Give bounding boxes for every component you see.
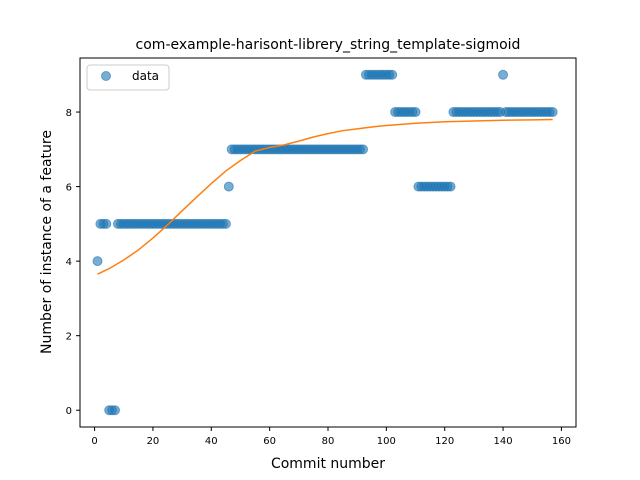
data-point	[93, 257, 102, 266]
legend: data	[87, 65, 169, 90]
data-point	[446, 182, 455, 191]
data-point	[411, 108, 420, 117]
data-point	[224, 182, 233, 191]
y-tick-label: 4	[66, 257, 72, 268]
data-point	[388, 70, 397, 79]
legend-marker-data	[102, 72, 111, 81]
y-axis: 0 2 4 6 8	[66, 108, 80, 417]
data-point	[102, 219, 111, 228]
x-tick-label: 20	[147, 436, 160, 447]
data-point	[499, 70, 508, 79]
x-tick-label: 0	[91, 436, 97, 447]
sigmoid-fit-line	[98, 120, 553, 275]
y-tick-label: 6	[66, 183, 72, 194]
data-point	[221, 219, 230, 228]
y-tick-label: 0	[66, 406, 72, 417]
data-point	[111, 406, 120, 415]
legend-label-data: data	[132, 69, 159, 83]
x-axis: 0 20 40 60 80 100 120 140 160	[91, 427, 571, 447]
x-tick-label: 60	[263, 436, 276, 447]
x-tick-label: 40	[205, 436, 218, 447]
x-axis-label: Commit number	[271, 456, 385, 472]
data-point	[548, 108, 557, 117]
x-tick-label: 80	[322, 436, 335, 447]
chart-title: com-example-harisont-librery_string_temp…	[136, 37, 521, 53]
x-tick-label: 160	[552, 436, 571, 447]
x-tick-label: 140	[494, 436, 513, 447]
y-axis-label: Number of instance of a feature	[39, 130, 55, 354]
data-point	[359, 145, 368, 154]
y-tick-label: 2	[66, 332, 72, 343]
x-tick-label: 100	[377, 436, 396, 447]
x-tick-label: 120	[435, 436, 454, 447]
y-tick-label: 8	[66, 108, 72, 119]
plot-area	[93, 70, 557, 414]
